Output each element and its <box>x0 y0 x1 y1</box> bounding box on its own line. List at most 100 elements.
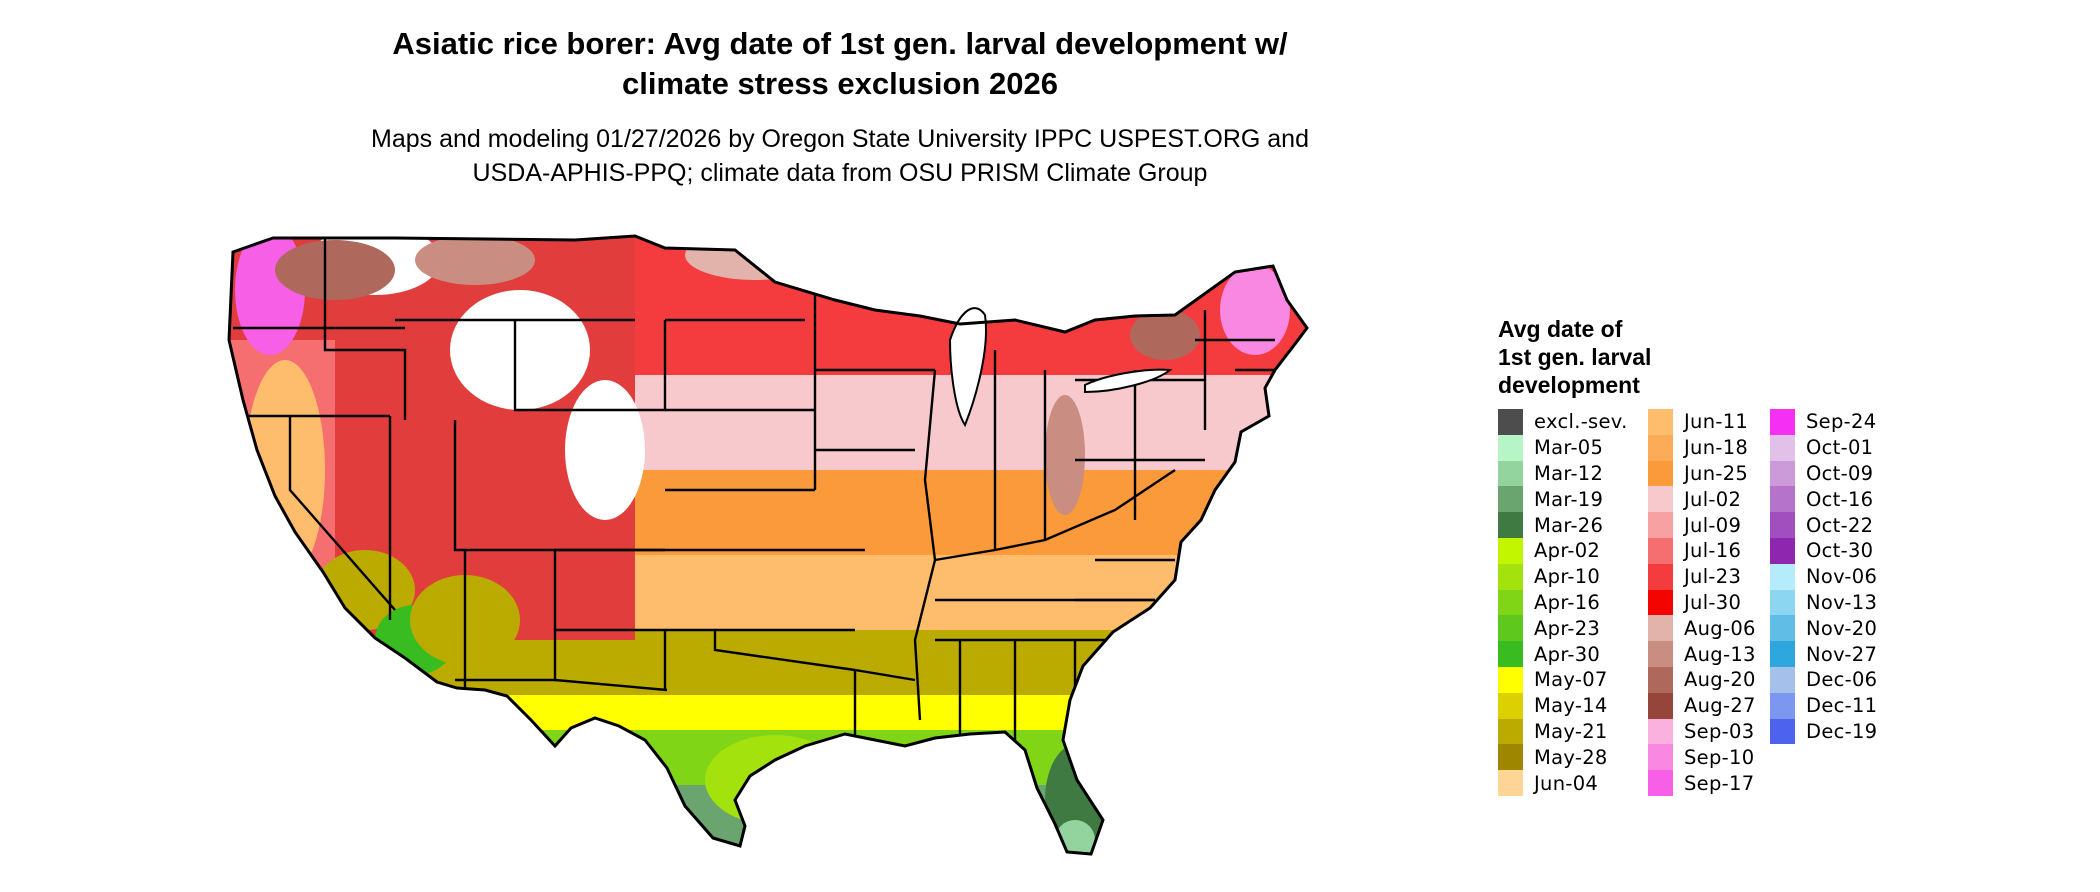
legend-swatch <box>1648 641 1673 667</box>
northwest-brown <box>275 240 395 300</box>
legend-item: Apr-30 <box>1498 641 1628 667</box>
legend-item: Jun-11 <box>1648 409 1756 435</box>
legend-item: Nov-20 <box>1770 615 1878 642</box>
map-subtitle: Maps and modeling 01/27/2026 by Oregon S… <box>220 122 1460 190</box>
legend-swatch <box>1770 434 1795 461</box>
legend-swatch <box>1498 563 1523 590</box>
legend-item: Sep-24 <box>1770 409 1877 435</box>
legend-item: Sep-03 <box>1648 718 1756 745</box>
legend-swatch <box>1498 718 1523 745</box>
legend-item: Oct-09 <box>1770 460 1877 487</box>
legend-item: Jun-25 <box>1648 460 1756 487</box>
legend-item: Nov-13 <box>1770 589 1877 616</box>
band-may-07 <box>229 690 1307 730</box>
legend-swatch <box>1648 409 1673 435</box>
gulf-states <box>853 668 916 740</box>
legend-swatch <box>1648 486 1673 513</box>
legend-label: Jul-09 <box>1684 513 1742 537</box>
wy-box <box>513 320 667 412</box>
legend-label: Nov-20 <box>1806 616 1878 640</box>
legend-swatch <box>1648 692 1673 719</box>
legend-item: Mar-12 <box>1498 460 1628 487</box>
legend-label: Sep-03 <box>1684 719 1755 743</box>
legend-swatch <box>1498 770 1523 796</box>
legend-swatch <box>1648 512 1673 538</box>
ohio-river <box>934 469 1176 562</box>
texas-panhandle <box>663 630 856 690</box>
legend-label: Mar-19 <box>1534 487 1604 511</box>
legend-item: Aug-13 <box>1648 641 1756 667</box>
legend-item: Oct-16 <box>1770 486 1877 513</box>
ne-ks-ok <box>555 488 865 632</box>
legend-label: excl.-sev. <box>1534 410 1628 434</box>
legend-label: Jun-18 <box>1684 436 1749 460</box>
legend-swatch <box>1770 563 1795 590</box>
adirondack-brown <box>1130 310 1200 360</box>
legend-swatch <box>1498 434 1523 461</box>
legend-item: Jun-18 <box>1648 434 1756 461</box>
legend-label: Dec-19 <box>1806 719 1878 743</box>
legend-label: Apr-23 <box>1534 616 1601 640</box>
legend-item: Apr-10 <box>1498 563 1628 590</box>
legend-label: Dec-06 <box>1806 668 1878 692</box>
legend: Avg date of 1st gen. larval development … <box>1498 315 1918 796</box>
appalachia-brown <box>1045 395 1085 515</box>
legend-label: Oct-09 <box>1806 461 1874 485</box>
legend-item: Jun-04 <box>1498 770 1628 796</box>
legend-label: Aug-27 <box>1684 694 1756 718</box>
legend-item: Dec-11 <box>1770 692 1878 719</box>
legend-item: Aug-06 <box>1648 615 1756 642</box>
legend-item: Sep-10 <box>1648 744 1756 771</box>
legend-title: Avg date of 1st gen. larval development <box>1498 315 1918 399</box>
montana-brown <box>415 236 535 285</box>
california-valley <box>245 360 325 580</box>
legend-swatch <box>1648 770 1673 796</box>
legend-column-1: excl.-sev. Mar-05 Mar-12 Mar-19 Mar-26 Apr-02… <box>1498 409 1628 796</box>
il-in-oh <box>993 350 1137 550</box>
idaho-border <box>323 238 407 420</box>
legend-label: Sep-24 <box>1806 410 1877 434</box>
legend-label: Jul-23 <box>1684 565 1742 589</box>
legend-label: Nov-06 <box>1806 565 1878 589</box>
legend-item: Nov-06 <box>1770 563 1878 590</box>
legend-item: Mar-26 <box>1498 512 1628 538</box>
az-nm-south <box>455 678 668 692</box>
legend-label: Jul-30 <box>1684 590 1742 614</box>
legend-item: Jul-09 <box>1648 512 1756 538</box>
legend-item: Oct-30 <box>1770 537 1877 564</box>
legend-label: Jun-25 <box>1684 461 1749 485</box>
legend-swatch <box>1498 512 1523 538</box>
legend-swatch <box>1770 512 1795 538</box>
legend-item: Apr-02 <box>1498 537 1628 564</box>
legend-swatch <box>1770 409 1795 435</box>
legend-swatch <box>1648 460 1673 487</box>
carolinas <box>1075 558 1175 602</box>
band-mar <box>229 780 1307 854</box>
dakota-brown <box>685 236 825 280</box>
legend-label: Apr-02 <box>1534 539 1601 563</box>
colorado-white <box>565 380 645 520</box>
legend-item: Nov-27 <box>1770 641 1877 667</box>
legend-label: May-21 <box>1534 719 1608 743</box>
legend-swatch <box>1770 666 1795 693</box>
us-phenology-map <box>227 234 1309 856</box>
map-title: Asiatic rice borer: Avg date of 1st gen.… <box>220 24 1460 104</box>
legend-item: Dec-06 <box>1770 666 1878 693</box>
subtitle-line-2: USDA-APHIS-PPQ; climate data from OSU PR… <box>472 159 1208 187</box>
legend-label: May-14 <box>1534 694 1608 718</box>
legend-swatch <box>1770 460 1795 487</box>
legend-label: Aug-20 <box>1684 668 1756 692</box>
legend-item: Mar-19 <box>1498 486 1628 513</box>
legend-label: Apr-10 <box>1534 565 1601 589</box>
legend-swatch <box>1770 718 1795 745</box>
legend-item: Apr-23 <box>1498 615 1628 642</box>
legend-swatch <box>1498 641 1523 667</box>
legend-label: Jul-02 <box>1684 487 1742 511</box>
legend-item: Jul-16 <box>1648 537 1756 564</box>
legend-swatch <box>1648 615 1673 642</box>
subtitle-line-1: Maps and modeling 01/27/2026 by Oregon S… <box>371 125 1309 153</box>
legend-label: Dec-11 <box>1806 694 1878 718</box>
rockies-white <box>450 290 590 410</box>
legend-item: Jul-23 <box>1648 563 1756 590</box>
legend-label: Mar-26 <box>1534 513 1604 537</box>
